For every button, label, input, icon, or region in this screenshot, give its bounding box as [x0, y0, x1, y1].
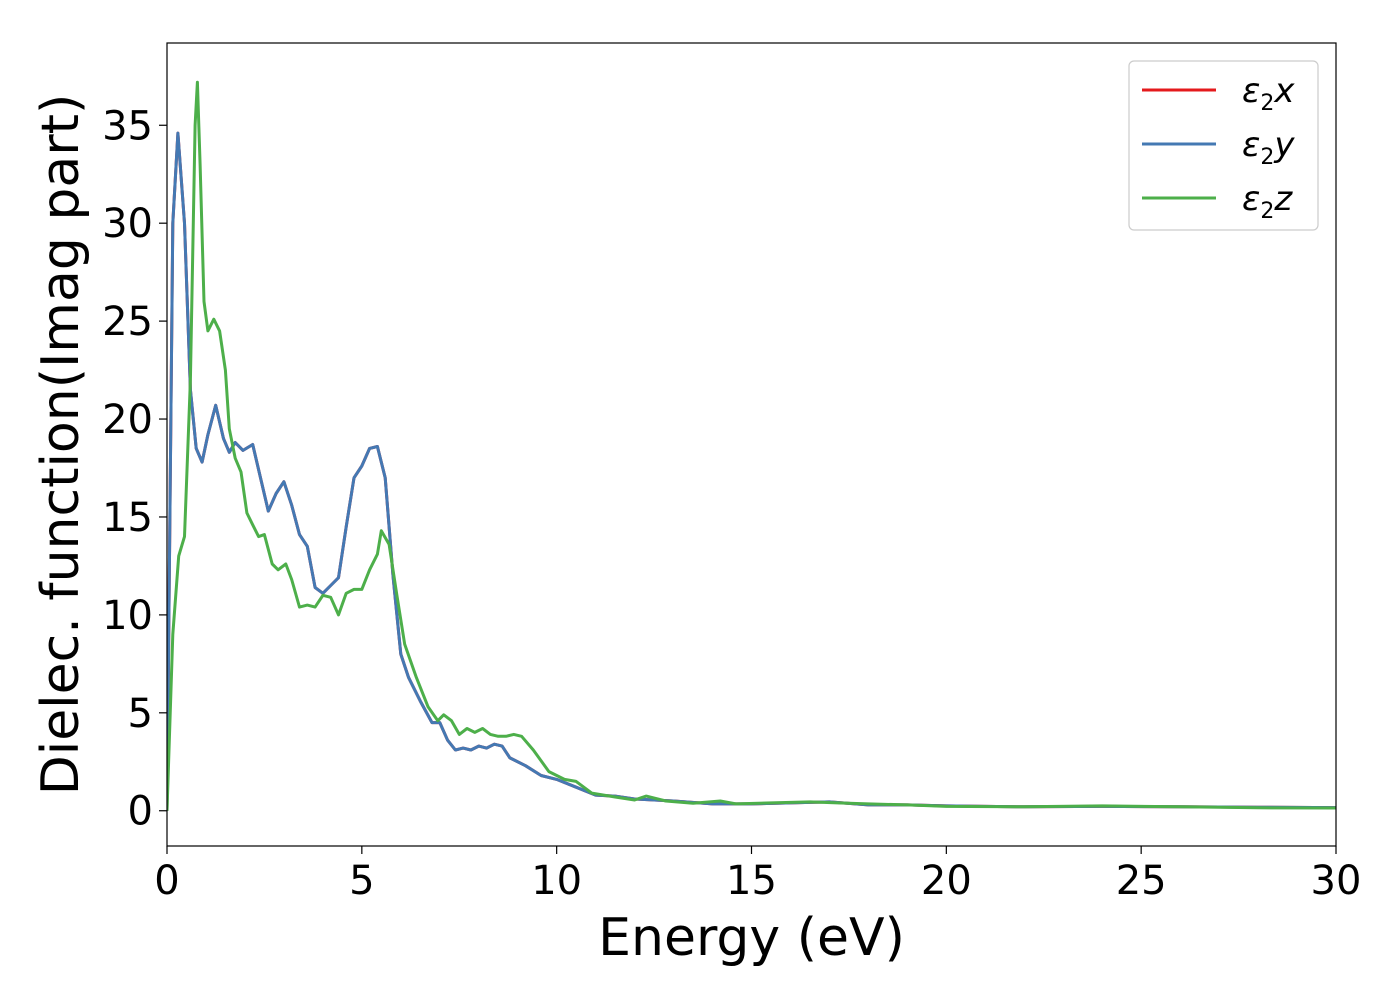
x-tick-label: 15	[726, 858, 777, 904]
series-line-1	[167, 131, 1336, 811]
x-tick-label: 10	[531, 858, 582, 904]
legend-label-0: ε2x	[1242, 71, 1295, 116]
y-tick-label: 15	[102, 495, 153, 541]
series-line-2	[167, 80, 1336, 811]
series-layer	[167, 80, 1336, 811]
y-tick-label: 35	[102, 103, 153, 149]
x-tick-label: 20	[921, 858, 972, 904]
legend-label-1: ε2y	[1242, 125, 1295, 170]
y-tick-label: 5	[128, 691, 153, 737]
y-tick-label: 10	[102, 593, 153, 639]
x-tick-label: 5	[349, 858, 374, 904]
x-tick-label: 30	[1311, 858, 1362, 904]
y-tick-label: 0	[128, 789, 153, 835]
x-tick-label: 0	[154, 858, 179, 904]
x-tick-label: 25	[1116, 858, 1167, 904]
y-tick-label: 30	[102, 201, 153, 247]
legend-label-2: ε2z	[1242, 179, 1293, 224]
legend: ε2x ε2y ε2z	[1128, 60, 1319, 231]
legend-box	[1128, 60, 1319, 231]
y-axis-label: Dielec. function(Imag part)	[31, 94, 91, 796]
y-tick-label: 20	[102, 397, 153, 443]
y-tick-label: 25	[102, 299, 153, 345]
x-axis-label: Energy (eV)	[598, 908, 905, 968]
ticks-layer: 0 5 10 15 20 25 30 0 5 10 15 20 25 30 35	[102, 103, 1361, 904]
